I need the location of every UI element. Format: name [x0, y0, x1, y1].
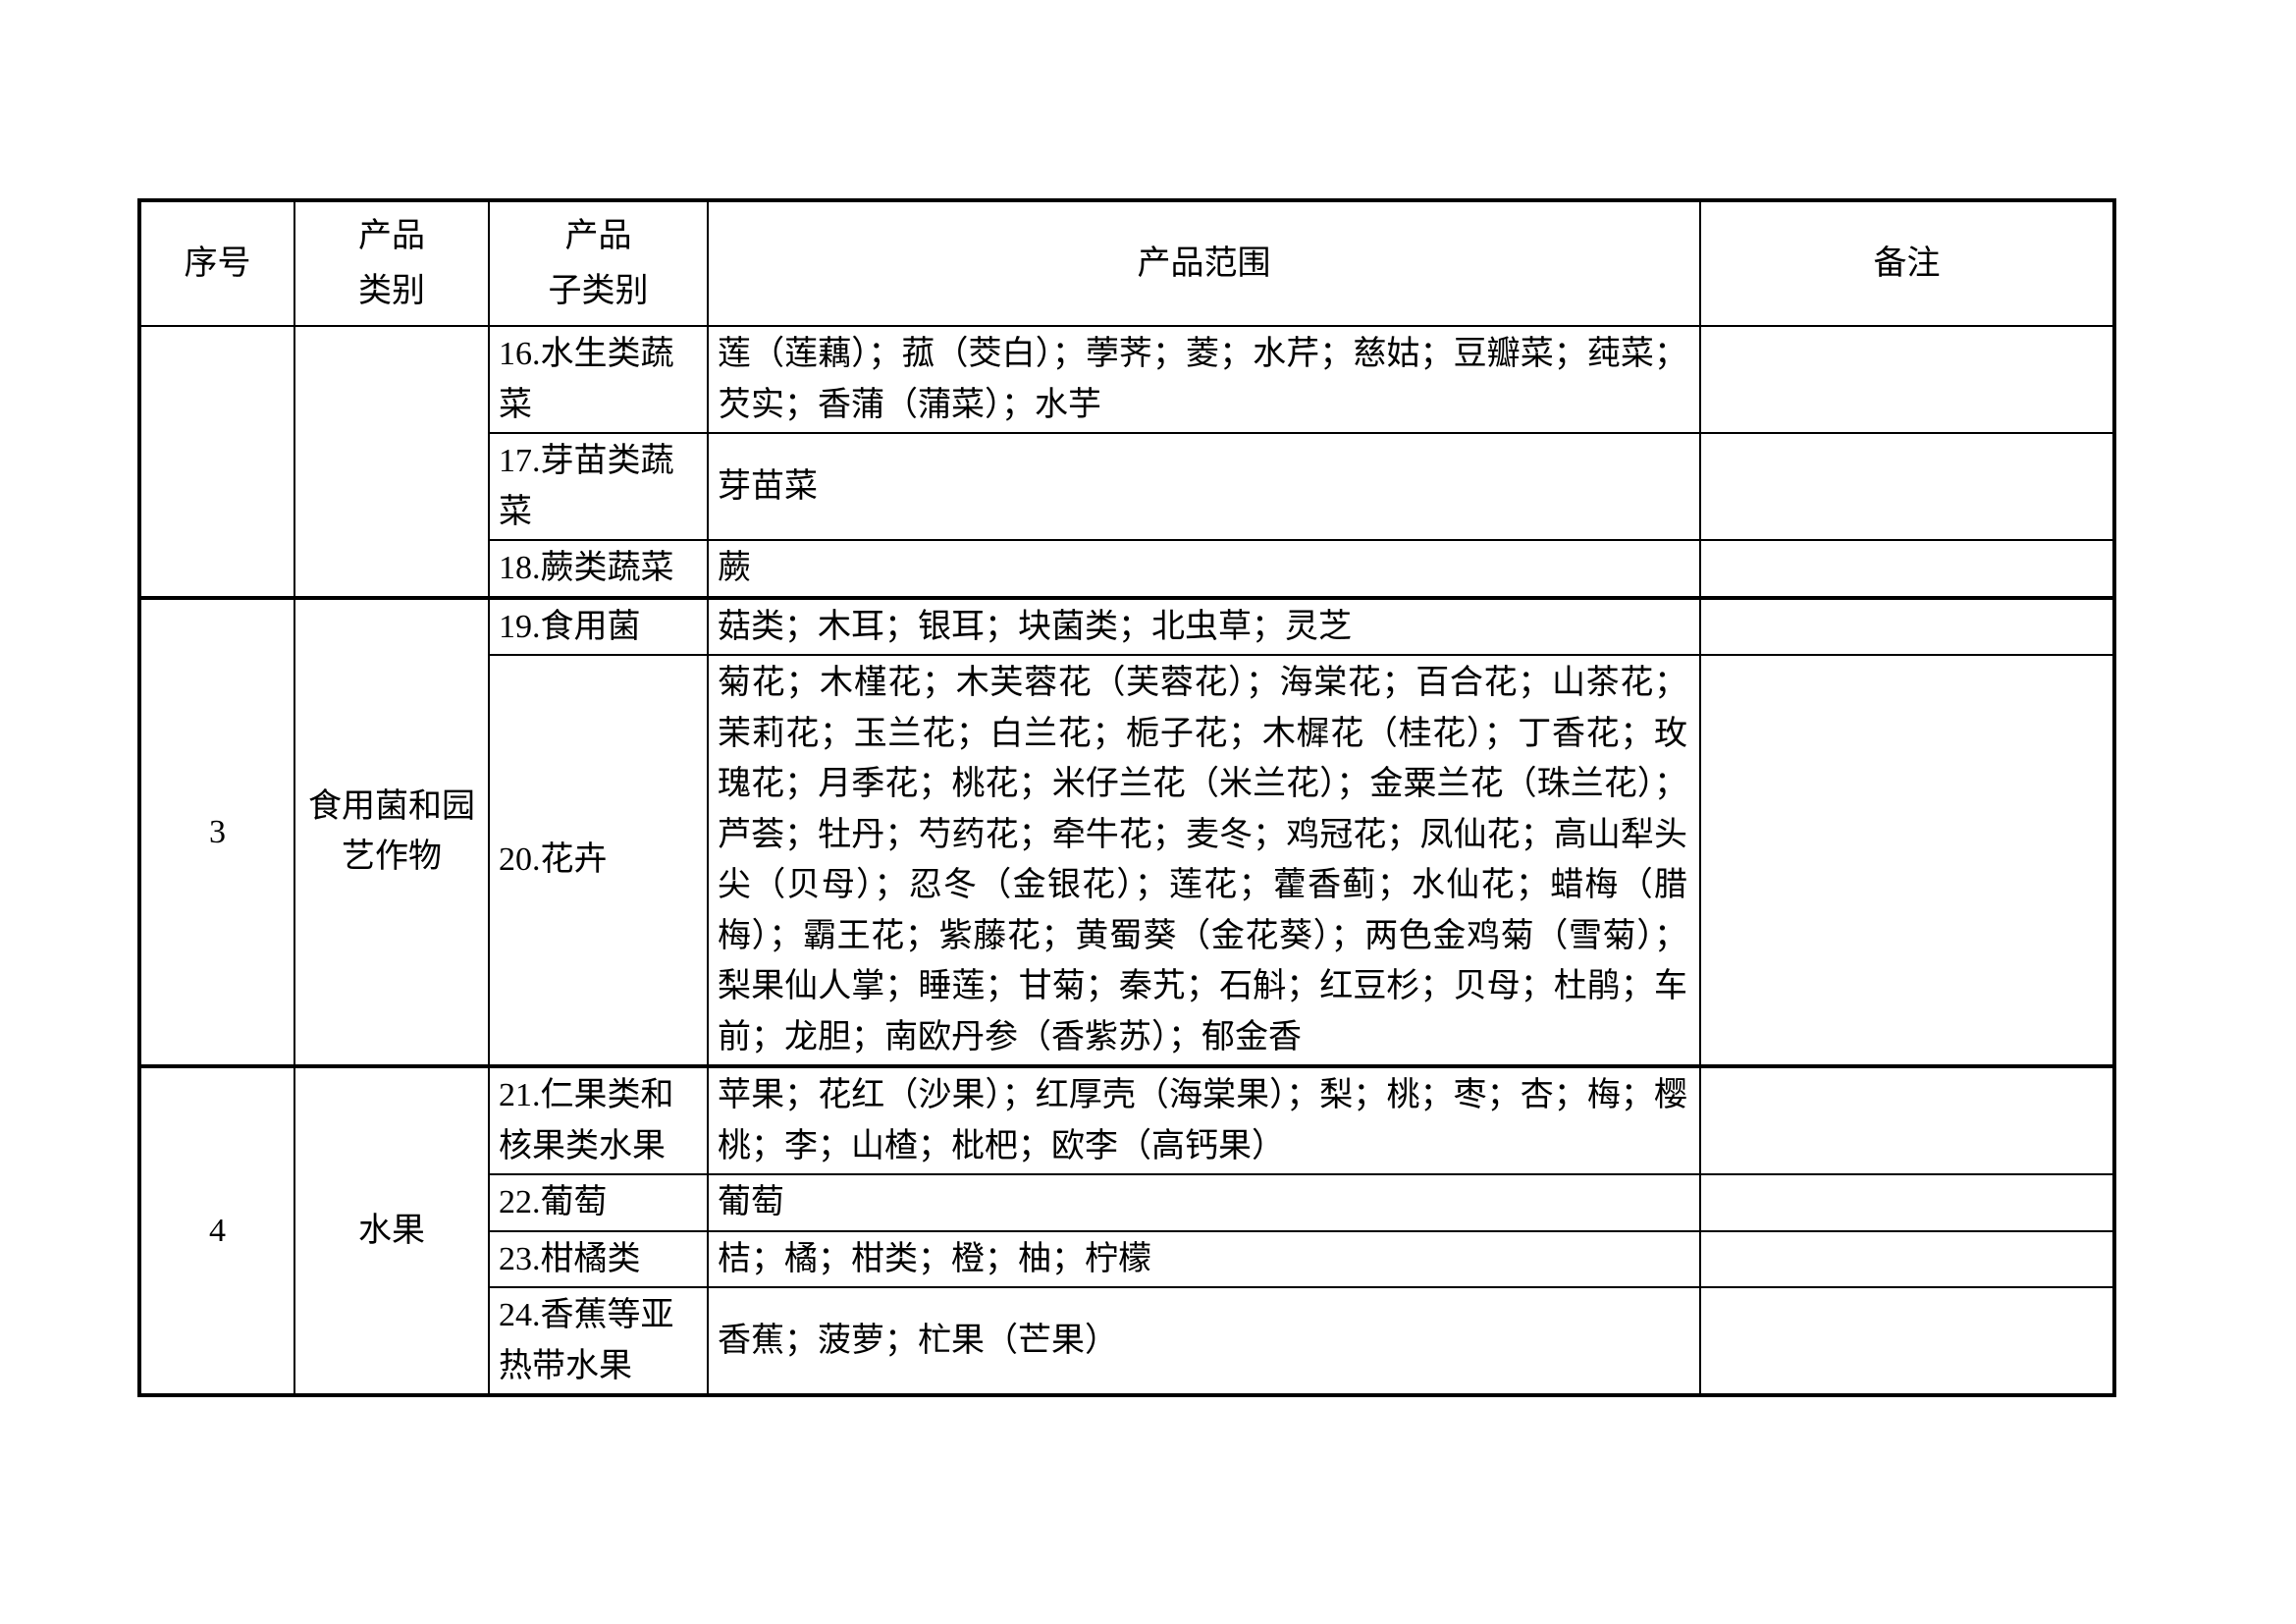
table-row: 3 食用菌和园艺作物 19.食用菌 菇类；木耳；银耳；块菌类；北虫草；灵芝 [138, 595, 2115, 1067]
scope-cell: 香蕉；菠萝；杧果（芒果） [707, 1286, 1701, 1396]
subcategory-cell: 21.仁果类和核果类水果 [488, 1064, 709, 1175]
remark-cell [1699, 325, 2115, 434]
subcategory-cell: 19.食用菌 [488, 595, 709, 656]
remark-cell [1699, 1173, 2115, 1232]
table-header-row: 序号 产品 类别 产品 子类别 产品范围 备注 [138, 199, 2115, 327]
scope-cell: 蕨 [707, 539, 1701, 599]
scope-cell: 芽苗菜 [707, 432, 1701, 541]
product-category-table: 序号 产品 类别 产品 子类别 产品范围 备注 16.水生类蔬菜 莲（莲藕）；菰… [137, 198, 2116, 1397]
table-row: 24.香蕉等亚热带水果 香蕉；菠萝；杧果（芒果） [139, 1286, 2115, 1396]
header-category: 产品 类别 [294, 199, 490, 327]
seq-cell: 4 [138, 1064, 295, 1396]
header-remark: 备注 [1699, 199, 2115, 327]
scope-cell: 菊花；木槿花；木芙蓉花（芙蓉花）；海棠花；百合花；山茶花；茉莉花；玉兰花；白兰花… [707, 654, 1701, 1067]
remark-cell [1699, 595, 2115, 656]
table-row: 22.葡萄 葡萄 [139, 1173, 2115, 1232]
remark-cell [1699, 539, 2115, 599]
seq-cell: 3 [138, 595, 295, 1067]
scope-cell: 葡萄 [707, 1173, 1701, 1232]
remark-cell [1699, 1064, 2115, 1175]
remark-cell [1699, 432, 2115, 541]
subcategory-cell: 22.葡萄 [488, 1173, 709, 1232]
header-subcategory: 产品 子类别 [488, 199, 709, 327]
category-cell [294, 325, 490, 599]
header-scope: 产品范围 [707, 199, 1701, 327]
subcategory-cell: 20.花卉 [488, 654, 709, 1067]
subcategory-cell: 16.水生类蔬菜 [488, 325, 709, 434]
remark-cell [1699, 1229, 2115, 1288]
table-row: 18.蕨类蔬菜 蕨 [139, 539, 2115, 599]
table-row: 16.水生类蔬菜 莲（莲藕）；菰（茭白）；荸荠；菱；水芹；慈姑；豆瓣菜；莼菜；芡… [138, 325, 2115, 599]
scope-cell: 苹果；花红（沙果）；红厚壳（海棠果）；梨；桃；枣；杏；梅；樱桃；李；山楂；枇杷；… [707, 1064, 1701, 1175]
scope-cell: 桔；橘；柑类；橙；柚；柠檬 [707, 1229, 1701, 1288]
category-cell: 水果 [294, 1064, 490, 1396]
subcategory-cell: 23.柑橘类 [488, 1229, 709, 1288]
scope-cell: 莲（莲藕）；菰（茭白）；荸荠；菱；水芹；慈姑；豆瓣菜；莼菜；芡实；香蒲（蒲菜）；… [707, 325, 1701, 434]
remark-cell [1699, 654, 2115, 1067]
table-row: 17.芽苗类蔬菜 芽苗菜 [139, 432, 2115, 541]
subcategory-cell: 18.蕨类蔬菜 [488, 539, 709, 599]
table-row: 4 水果 21.仁果类和核果类水果 苹果；花红（沙果）；红厚壳（海棠果）；梨；桃… [138, 1064, 2115, 1396]
header-seq: 序号 [138, 199, 295, 327]
table-row: 23.柑橘类 桔；橘；柑类；橙；柚；柠檬 [139, 1229, 2115, 1288]
scope-cell: 菇类；木耳；银耳；块菌类；北虫草；灵芝 [707, 595, 1701, 656]
subcategory-cell: 17.芽苗类蔬菜 [488, 432, 709, 541]
subcategory-cell: 24.香蕉等亚热带水果 [488, 1286, 709, 1396]
remark-cell [1699, 1286, 2115, 1396]
seq-cell [138, 325, 295, 599]
category-cell: 食用菌和园艺作物 [294, 595, 490, 1067]
table-row: 20.花卉 菊花；木槿花；木芙蓉花（芙蓉花）；海棠花；百合花；山茶花；茉莉花；玉… [139, 654, 2115, 1067]
